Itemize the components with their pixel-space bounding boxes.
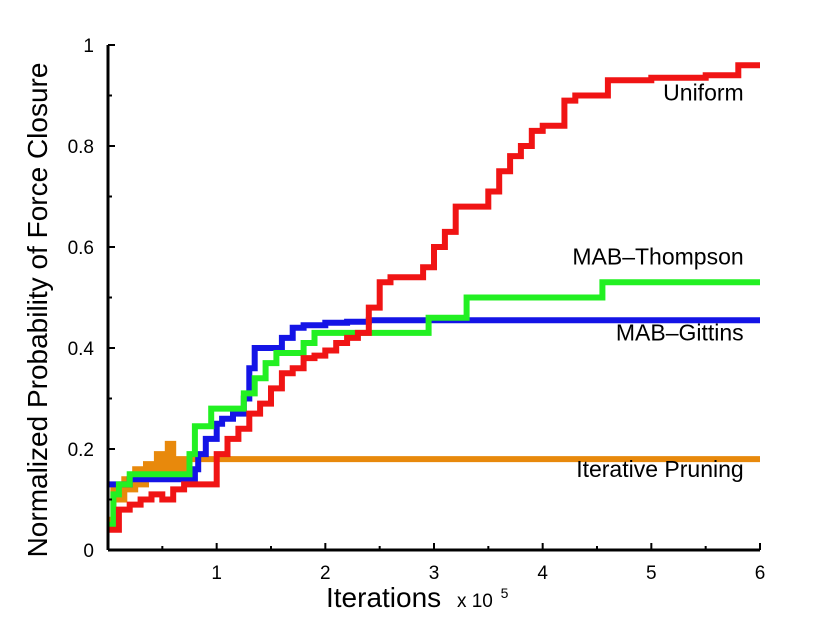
series-label-mab-thompson: MAB–Thompson [572,244,743,270]
x-axis-title: Iterations x 10 5 [326,582,509,613]
series-label-iterative-pruning: Iterative Pruning [576,456,743,482]
x-tick-label: 6 [755,563,766,584]
series-layer [108,62,760,533]
x-axis-title-text: Iterations [326,582,441,613]
y-tick-label: 0.2 [68,440,94,461]
y-tick-label: 0.4 [68,339,95,360]
y-axis-title: Normalized Probability of Force Closure [22,63,53,558]
x-tick-label: 2 [320,563,331,584]
plot-area: 1 2 3 4 5 6 0 0.2 0.4 0.6 0.8 1 Uniform MAB–Thompso… [68,36,766,584]
y-tick-label: 0 [83,541,94,562]
y-axis-ticks: 0 0.2 0.4 0.6 0.8 1 [68,36,115,562]
x-axis-exponent: 5 [501,585,509,601]
series-label-uniform: Uniform [663,80,744,106]
y-tick-label: 1 [83,36,94,57]
x-axis-ticks: 1 2 3 4 5 6 [161,543,766,584]
x-tick-label: 4 [537,563,548,584]
x-tick-label: 1 [211,563,222,584]
series-line-mab-gittins [108,317,760,488]
y-tick-label: 0.6 [68,238,94,259]
x-tick-label: 5 [646,563,657,584]
series-line-iterative-pruning [108,440,760,523]
x-tick-label: 3 [429,563,440,584]
y-tick-label: 0.8 [68,137,94,158]
series-line-mab-thompson [108,279,760,528]
series-label-mab-gittins: MAB–Gittins [616,319,744,345]
series-line-uniform [108,62,760,533]
series-labels: Uniform MAB–Thompson MAB–Gittins Iterative … [572,80,743,482]
x-axis-multiplier: x 10 [457,591,493,612]
